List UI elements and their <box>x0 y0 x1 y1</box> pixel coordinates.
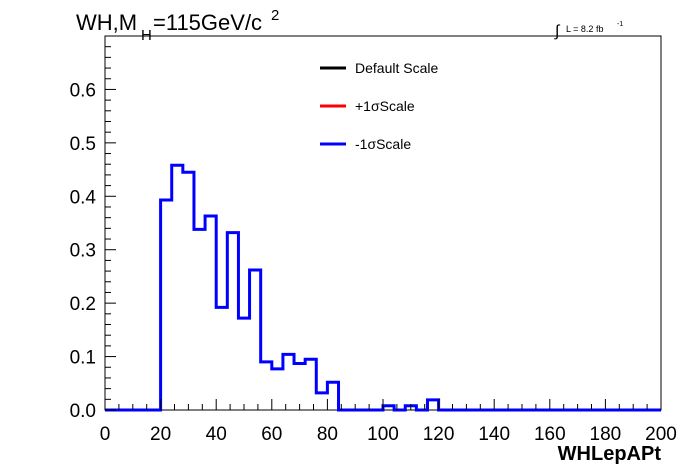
luminosity-label: ∫ L = 8.2 fb -1 <box>554 21 623 40</box>
x-axis-ticks: 0 20 40 60 80 100 120 140 160 180 200 <box>100 399 677 445</box>
legend-label: Default Scale <box>355 60 438 76</box>
plot-border <box>104 35 662 411</box>
plot-frame <box>104 35 662 411</box>
legend: Default Scale +1σScale -1σScale <box>320 60 438 152</box>
legend-label: -1σScale <box>355 136 411 152</box>
title-main: WH,M <box>76 10 137 35</box>
title-rest: =115GeV/c <box>153 10 262 35</box>
x-tick-label: 0 <box>100 424 111 445</box>
y-tick-label: 0.1 <box>70 348 96 369</box>
x-tick-label: 60 <box>261 424 282 445</box>
title-subscript: H <box>141 27 152 44</box>
x-tick-label: 140 <box>478 424 510 445</box>
x-tick-label: 20 <box>150 424 171 445</box>
legend-label: +1σScale <box>355 98 415 114</box>
x-tick-label: 180 <box>590 424 622 445</box>
y-tick-label: 0.0 <box>70 401 96 422</box>
x-tick-label: 40 <box>206 424 227 445</box>
y-tick-label: 0.4 <box>70 187 97 208</box>
x-tick-label: 160 <box>534 424 566 445</box>
lumi-integral: ∫ <box>554 23 561 40</box>
y-axis-ticks: 0.0 0.1 0.2 0.3 0.4 0.5 0.6 <box>70 35 116 422</box>
chart-title: WH,M H =115GeV/c 2 <box>76 7 279 44</box>
lumi-superscript: -1 <box>617 21 623 28</box>
y-tick-label: 0.2 <box>70 294 96 315</box>
x-axis-label: WHLepAPt <box>558 443 662 465</box>
histogram-series <box>105 163 661 412</box>
title-superscript: 2 <box>271 7 279 24</box>
y-tick-label: 0.6 <box>70 80 96 101</box>
y-tick-label: 0.5 <box>70 134 96 155</box>
y-tick-label: 0.3 <box>70 241 96 262</box>
lumi-text: L = 8.2 fb <box>566 24 603 34</box>
x-tick-label: 100 <box>367 424 399 445</box>
x-tick-label: 120 <box>423 424 455 445</box>
x-tick-label: 200 <box>645 424 677 445</box>
x-tick-label: 80 <box>317 424 338 445</box>
histogram-line-0 <box>105 163 661 412</box>
